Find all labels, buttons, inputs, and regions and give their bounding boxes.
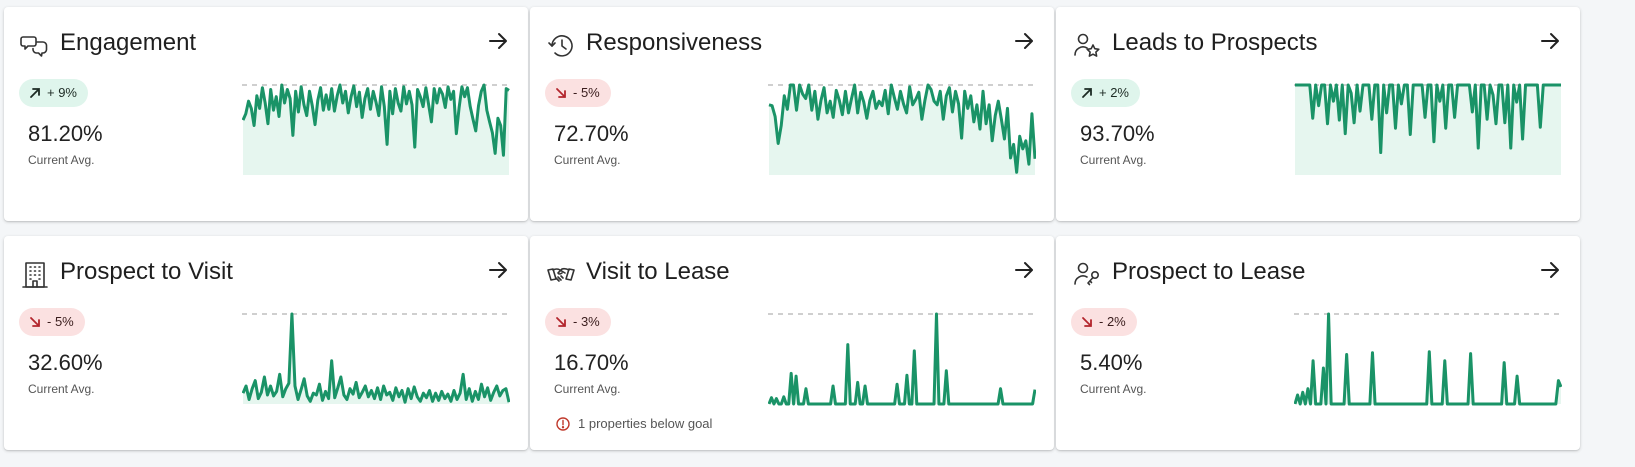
current-average-label: Current Avg. (1080, 382, 1147, 396)
current-average-value: 72.70% (554, 121, 629, 146)
sparkline-series-line (768, 83, 1036, 174)
current-average-value: 5.40% (1080, 350, 1143, 375)
sparkline-series-line (1294, 312, 1562, 406)
trend-down-arrow-icon (556, 88, 566, 98)
metric-card-engagement: Engagement + 9% 81.20% Current Avg. (4, 7, 528, 221)
sparkline-area (769, 314, 1035, 404)
sparkline-series-line (242, 312, 510, 404)
metric-card-prospect-to-visit: Prospect to Visit - 5% 32.60% Current Av… (4, 236, 528, 450)
open-details-arrow-icon[interactable] (1538, 258, 1562, 282)
sparkline-chart (768, 83, 1036, 175)
current-average-value: 32.60% (28, 350, 103, 375)
metric-card-leads-to-prospects: Leads to Prospects + 2% 93.70% Current A… (1056, 7, 1580, 221)
person-star-icon (1074, 33, 1100, 57)
open-details-arrow-icon[interactable] (1012, 258, 1036, 282)
current-average-value: 93.70% (1080, 121, 1155, 146)
trend-badge: + 9% (19, 79, 88, 107)
trend-badge: - 2% (1071, 308, 1137, 336)
current-average-label: Current Avg. (554, 153, 621, 167)
current-average-value: 16.70% (554, 350, 629, 375)
trend-badge: - 5% (545, 79, 611, 107)
sparkline-area (243, 314, 509, 404)
warning-circle-icon (556, 416, 570, 431)
person-key-icon (1074, 262, 1099, 286)
sparkline-series-line (768, 312, 1036, 406)
open-details-arrow-icon[interactable] (1538, 29, 1562, 53)
trend-down-arrow-icon (556, 317, 566, 327)
sparkline-chart (242, 312, 510, 404)
trend-change: - 5% (47, 314, 74, 329)
trend-change: - 5% (573, 85, 600, 100)
sparkline-chart (1294, 83, 1562, 175)
card-title: Responsiveness (586, 29, 763, 56)
current-average-value: 81.20% (28, 121, 103, 146)
card-title: Leads to Prospects (1112, 29, 1318, 56)
trend-down-arrow-icon (30, 317, 40, 327)
metric-card-visit-to-lease: Visit to Lease - 3% 16.70% Current Avg. … (530, 236, 1054, 450)
card-title: Visit to Lease (586, 258, 730, 285)
trend-down-arrow-icon (1082, 317, 1092, 327)
open-details-arrow-icon[interactable] (486, 29, 510, 53)
sparkline-chart (1294, 312, 1562, 406)
trend-badge: - 3% (545, 308, 611, 336)
trend-change: - 3% (573, 314, 600, 329)
trend-badge: + 2% (1071, 79, 1140, 107)
building-icon (22, 262, 48, 288)
trend-change: + 2% (1099, 85, 1129, 100)
card-title: Prospect to Lease (1112, 258, 1306, 285)
below-goal-note[interactable]: 1 properties below goal (556, 416, 712, 431)
open-details-arrow-icon[interactable] (486, 258, 510, 282)
metric-card-prospect-to-lease: Prospect to Lease - 2% 5.40% Current Avg… (1056, 236, 1580, 450)
sparkline-chart (768, 312, 1036, 406)
sparkline-chart (242, 83, 510, 175)
current-average-label: Current Avg. (28, 153, 95, 167)
sparkline-area (243, 85, 509, 175)
trend-badge: - 5% (19, 308, 85, 336)
current-average-label: Current Avg. (1080, 153, 1147, 167)
card-title: Prospect to Visit (60, 258, 233, 285)
handshake-icon (547, 267, 575, 282)
trend-up-arrow-icon (30, 88, 40, 98)
below-goal-text: 1 properties below goal (578, 416, 713, 431)
chat-bubbles-icon (20, 36, 48, 57)
sparkline-series-line (242, 83, 510, 157)
history-clock-icon (548, 35, 573, 57)
open-details-arrow-icon[interactable] (1012, 29, 1036, 53)
trend-change: + 9% (47, 85, 77, 100)
current-average-label: Current Avg. (554, 382, 621, 396)
metric-card-responsiveness: Responsiveness - 5% 72.70% Current Avg. (530, 7, 1054, 221)
sparkline-series-line (1295, 83, 1561, 154)
trend-up-arrow-icon (1082, 88, 1092, 98)
current-average-label: Current Avg. (28, 382, 95, 396)
trend-change: - 2% (1099, 314, 1126, 329)
card-title: Engagement (60, 29, 197, 56)
